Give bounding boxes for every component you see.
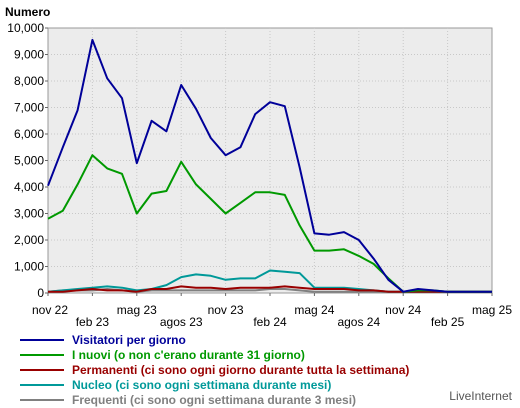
y-tick-label: 1,000 (14, 260, 44, 274)
x-tick-label: nov 23 (208, 303, 244, 317)
y-tick-label: 4,000 (14, 180, 44, 194)
x-tick-label: feb 24 (253, 315, 287, 329)
x-tick-label: agos 24 (337, 315, 380, 329)
x-tick-label: feb 25 (431, 315, 465, 329)
x-tick-label: mag 25 (472, 303, 512, 317)
legend-swatch (20, 354, 64, 356)
series-line (48, 285, 492, 293)
y-tick-label: 9,000 (14, 48, 44, 62)
x-tick-label: agos 23 (160, 315, 203, 329)
legend-swatch (20, 369, 64, 371)
credit-text: LiveInternet (449, 389, 512, 403)
x-tick-label: mag 24 (294, 303, 334, 317)
x-tick-label: mag 23 (117, 303, 157, 317)
y-tick-label: 10,000 (7, 21, 44, 35)
series-line (47, 38, 492, 293)
x-tick-label: feb 23 (76, 315, 110, 329)
legend-swatch (20, 339, 64, 341)
legend-label: Frequenti (ci sono ogni settimana durant… (72, 393, 357, 407)
legend-label: I nuovi (o non c'erano durante 31 giorno… (72, 348, 305, 362)
legend-label: Nucleo (ci sono ogni settimana durante m… (72, 378, 332, 392)
y-tick-label: 0 (37, 286, 44, 300)
series-line (47, 154, 492, 293)
y-axis-label: Numero (5, 5, 50, 19)
legend-label: Visitatori per giorno (72, 333, 186, 347)
y-tick-label: 5,000 (14, 154, 44, 168)
series-lines (47, 38, 492, 293)
x-tick-label: nov 24 (385, 303, 421, 317)
y-tick-label: 7,000 (14, 101, 44, 115)
y-tick-label: 8,000 (14, 74, 44, 88)
legend-swatch (20, 399, 64, 401)
y-tick-label: 6,000 (14, 127, 44, 141)
y-tick-label: 3,000 (14, 207, 44, 221)
legend-swatch (20, 384, 64, 386)
legend-label: Permanenti (ci sono ogni giorno durante … (72, 363, 410, 377)
y-tick-label: 2,000 (14, 233, 44, 247)
x-tick-label: nov 22 (32, 303, 68, 317)
y-tick-labels: 0 1,000 2,000 3,000 4,000 5,000 6,000 7,000 8,00… (7, 21, 48, 300)
